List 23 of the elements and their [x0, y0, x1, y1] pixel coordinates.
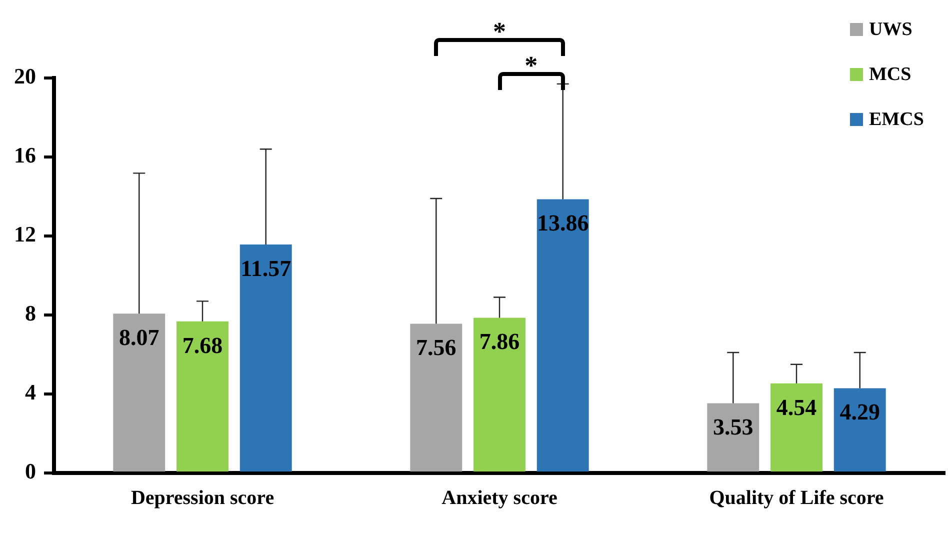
y-tick-label: 20	[14, 64, 36, 89]
y-tick-label: 16	[14, 142, 36, 168]
data-label: 7.68	[182, 332, 223, 358]
x-tick-label: Anxiety score	[442, 487, 558, 510]
y-tick-label: 8	[25, 300, 36, 326]
text: *	[493, 17, 506, 46]
data-label: 11.57	[240, 256, 292, 281]
data-label: 4.29	[840, 400, 880, 425]
data-label: 7.56	[416, 335, 456, 360]
data-label: 4.54	[776, 394, 818, 420]
legend-label: EMCS	[869, 108, 924, 130]
legend-label: MCS	[869, 64, 912, 85]
y-tick-label: 12	[14, 222, 36, 247]
data-label: 3.53	[713, 414, 754, 440]
annotation: *	[524, 51, 538, 80]
y-tick-label: 4	[25, 380, 36, 405]
data-label: 13.86	[536, 210, 589, 236]
x-tick-label: Depression score	[130, 487, 274, 510]
data-label: 8.07	[119, 325, 160, 350]
data-label: 7.86	[479, 329, 520, 354]
y-tick-label: 0	[25, 458, 36, 484]
legend-label: UWS	[869, 18, 912, 40]
x-tick-label: Quality of Life score	[709, 487, 884, 510]
